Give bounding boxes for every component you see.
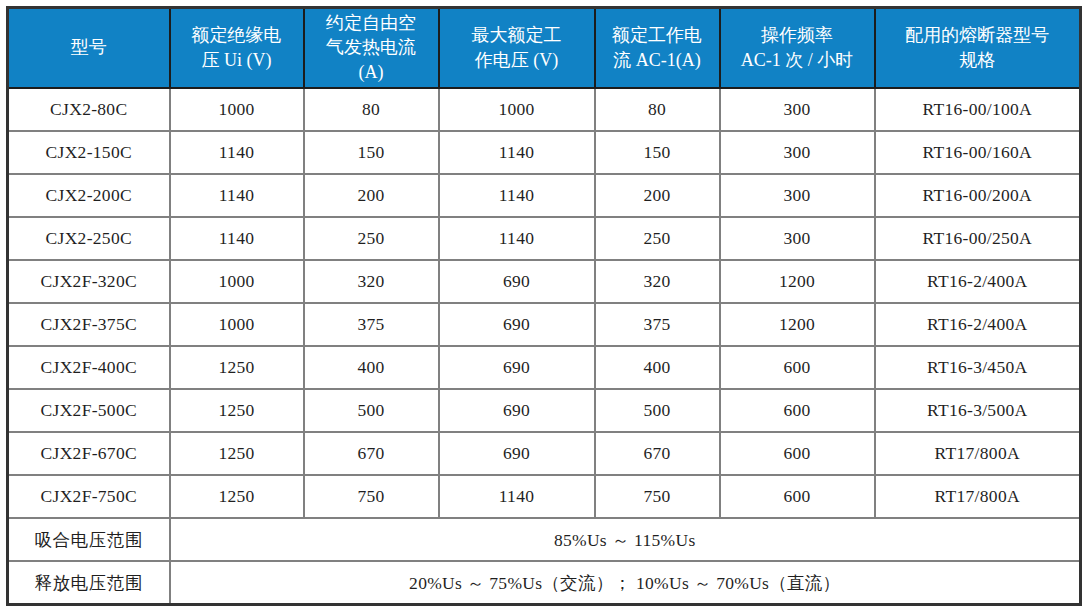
cell-free-air-thermal-current: 250 <box>304 217 439 260</box>
cell-rated-insulation-voltage: 1250 <box>170 432 304 475</box>
cell-max-rated-working-voltage: 690 <box>439 260 595 303</box>
document-canvas: 型号 额定绝缘电 压 Ui (V) 约定自由空 气发热电流 (A) 最大额定工 … <box>0 0 1085 612</box>
cell-free-air-thermal-current: 500 <box>304 389 439 432</box>
cell-model: CJX2F-375C <box>8 303 170 346</box>
cell-free-air-thermal-current: 670 <box>304 432 439 475</box>
cell-operating-frequency: 600 <box>720 346 875 389</box>
cell-operating-frequency: 300 <box>720 88 875 131</box>
column-header-fuse-spec: 配用的熔断器型号 规格 <box>875 8 1081 88</box>
table-row: CJX2F-375C10003756903751200RT16-2/400A <box>8 303 1081 346</box>
cell-rated-working-current-ac1: 750 <box>595 475 720 518</box>
cell-rated-insulation-voltage: 1140 <box>170 217 304 260</box>
contactor-spec-table: 型号 额定绝缘电 压 Ui (V) 约定自由空 气发热电流 (A) 最大额定工 … <box>6 6 1082 606</box>
cell-rated-insulation-voltage: 1000 <box>170 88 304 131</box>
cell-operating-frequency: 300 <box>720 131 875 174</box>
column-header-free-air-thermal-current: 约定自由空 气发热电流 (A) <box>304 8 439 88</box>
cell-rated-working-current-ac1: 320 <box>595 260 720 303</box>
cell-rated-insulation-voltage: 1250 <box>170 475 304 518</box>
cell-max-rated-working-voltage: 1140 <box>439 475 595 518</box>
cell-model: CJX2F-750C <box>8 475 170 518</box>
footer-row-value: 20%Us ～ 75%Us（交流）； 10%Us ～ 70%Us（直流） <box>170 561 1081 604</box>
cell-free-air-thermal-current: 150 <box>304 131 439 174</box>
cell-operating-frequency: 600 <box>720 475 875 518</box>
cell-free-air-thermal-current: 400 <box>304 346 439 389</box>
column-header-rated-working-current-ac1: 额定工作电 流 AC-1(A) <box>595 8 720 88</box>
footer-row-value: 85%Us ～ 115%Us <box>170 518 1081 561</box>
cell-fuse-spec: RT17/800A <box>875 432 1081 475</box>
cell-free-air-thermal-current: 80 <box>304 88 439 131</box>
table-row: CJX2F-670C1250670690670600RT17/800A <box>8 432 1081 475</box>
cell-fuse-spec: RT17/800A <box>875 475 1081 518</box>
cell-rated-insulation-voltage: 1000 <box>170 260 304 303</box>
cell-operating-frequency: 1200 <box>720 260 875 303</box>
cell-fuse-spec: RT16-00/250A <box>875 217 1081 260</box>
cell-max-rated-working-voltage: 1000 <box>439 88 595 131</box>
header-row: 型号 额定绝缘电 压 Ui (V) 约定自由空 气发热电流 (A) 最大额定工 … <box>8 8 1081 88</box>
cell-max-rated-working-voltage: 1140 <box>439 174 595 217</box>
cell-max-rated-working-voltage: 690 <box>439 303 595 346</box>
cell-rated-insulation-voltage: 1250 <box>170 389 304 432</box>
cell-fuse-spec: RT16-00/200A <box>875 174 1081 217</box>
cell-rated-insulation-voltage: 1250 <box>170 346 304 389</box>
column-header-model: 型号 <box>8 8 170 88</box>
cell-rated-working-current-ac1: 670 <box>595 432 720 475</box>
cell-operating-frequency: 300 <box>720 174 875 217</box>
cell-free-air-thermal-current: 375 <box>304 303 439 346</box>
cell-max-rated-working-voltage: 1140 <box>439 217 595 260</box>
footer-row-label: 释放电压范围 <box>8 561 170 604</box>
cell-rated-insulation-voltage: 1140 <box>170 174 304 217</box>
cell-operating-frequency: 1200 <box>720 303 875 346</box>
cell-free-air-thermal-current: 750 <box>304 475 439 518</box>
table-row: CJX2F-400C1250400690400600RT16-3/450A <box>8 346 1081 389</box>
cell-operating-frequency: 600 <box>720 389 875 432</box>
table-row: CJX2-200C11402001140200300RT16-00/200A <box>8 174 1081 217</box>
cell-rated-insulation-voltage: 1000 <box>170 303 304 346</box>
cell-max-rated-working-voltage: 1140 <box>439 131 595 174</box>
cell-rated-working-current-ac1: 200 <box>595 174 720 217</box>
cell-free-air-thermal-current: 320 <box>304 260 439 303</box>
footer-row-label: 吸合电压范围 <box>8 518 170 561</box>
table-row: CJX2-150C11401501140150300RT16-00/160A <box>8 131 1081 174</box>
cell-rated-working-current-ac1: 375 <box>595 303 720 346</box>
cell-model: CJX2F-400C <box>8 346 170 389</box>
cell-fuse-spec: RT16-00/160A <box>875 131 1081 174</box>
cell-model: CJX2F-320C <box>8 260 170 303</box>
cell-operating-frequency: 300 <box>720 217 875 260</box>
column-header-max-rated-working-voltage: 最大额定工 作电压 (V) <box>439 8 595 88</box>
cell-model: CJX2-150C <box>8 131 170 174</box>
cell-rated-working-current-ac1: 150 <box>595 131 720 174</box>
cell-model: CJX2F-500C <box>8 389 170 432</box>
cell-model: CJX2F-670C <box>8 432 170 475</box>
cell-operating-frequency: 600 <box>720 432 875 475</box>
cell-max-rated-working-voltage: 690 <box>439 346 595 389</box>
cell-max-rated-working-voltage: 690 <box>439 389 595 432</box>
cell-model: CJX2-200C <box>8 174 170 217</box>
cell-free-air-thermal-current: 200 <box>304 174 439 217</box>
column-header-rated-insulation-voltage: 额定绝缘电 压 Ui (V) <box>170 8 304 88</box>
table-body: CJX2-80C100080100080300RT16-00/100ACJX2-… <box>8 88 1081 605</box>
table-row: CJX2F-320C10003206903201200RT16-2/400A <box>8 260 1081 303</box>
cell-fuse-spec: RT16-2/400A <box>875 260 1081 303</box>
cell-fuse-spec: RT16-2/400A <box>875 303 1081 346</box>
cell-rated-working-current-ac1: 80 <box>595 88 720 131</box>
column-header-operating-frequency: 操作频率 AC-1 次 / 小时 <box>720 8 875 88</box>
cell-rated-insulation-voltage: 1140 <box>170 131 304 174</box>
cell-fuse-spec: RT16-00/100A <box>875 88 1081 131</box>
table-row: CJX2F-500C1250500690500600RT16-3/500A <box>8 389 1081 432</box>
cell-model: CJX2-250C <box>8 217 170 260</box>
cell-fuse-spec: RT16-3/450A <box>875 346 1081 389</box>
cell-rated-working-current-ac1: 250 <box>595 217 720 260</box>
cell-rated-working-current-ac1: 400 <box>595 346 720 389</box>
cell-max-rated-working-voltage: 690 <box>439 432 595 475</box>
table-row: CJX2-250C11402501140250300RT16-00/250A <box>8 217 1081 260</box>
cell-rated-working-current-ac1: 500 <box>595 389 720 432</box>
footer-row: 释放电压范围20%Us ～ 75%Us（交流）； 10%Us ～ 70%Us（直… <box>8 561 1081 604</box>
footer-row: 吸合电压范围85%Us ～ 115%Us <box>8 518 1081 561</box>
table-row: CJX2-80C100080100080300RT16-00/100A <box>8 88 1081 131</box>
cell-fuse-spec: RT16-3/500A <box>875 389 1081 432</box>
table-row: CJX2F-750C12507501140750600RT17/800A <box>8 475 1081 518</box>
table-header: 型号 额定绝缘电 压 Ui (V) 约定自由空 气发热电流 (A) 最大额定工 … <box>8 8 1081 88</box>
cell-model: CJX2-80C <box>8 88 170 131</box>
